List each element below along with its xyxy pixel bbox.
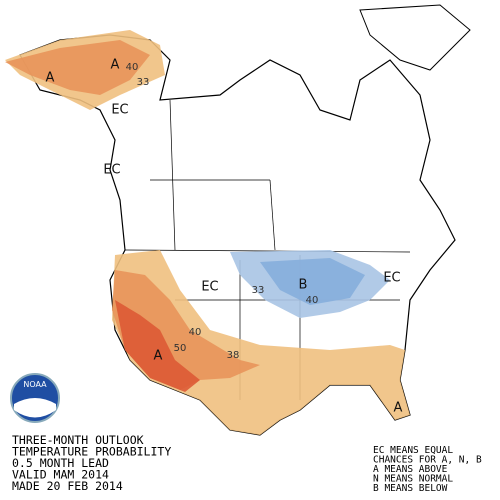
legend-line: N MEANS NORMAL (373, 474, 453, 485)
map-label: A (154, 349, 163, 364)
legend-line: CHANCES FOR A, N, B (373, 455, 482, 466)
border (169, 99, 176, 251)
legend-line: B MEANS BELOW (373, 483, 448, 494)
logo-text: NOAA (23, 380, 47, 389)
greenland (359, 4, 471, 71)
title-line: MADE 20 FEB 2014 (12, 479, 123, 493)
map-label: 38 (227, 350, 240, 361)
map-label: EC (103, 163, 120, 178)
map-label: A (46, 71, 55, 86)
map-label: 40 (189, 327, 202, 338)
logo-gull (14, 398, 56, 418)
map-label: 50 (174, 343, 187, 354)
title-line: VALID MAM 2014 (12, 468, 109, 482)
title-line: THREE-MONTH OUTLOOK (12, 433, 144, 447)
legend-line: EC MEANS EQUAL (373, 445, 453, 456)
border (124, 249, 411, 253)
map-label: EC (201, 280, 218, 295)
noaa-logo: NOAA (10, 373, 60, 423)
title-line: TEMPERATURE PROBABILITY (12, 445, 171, 459)
map-label: EC (111, 103, 128, 118)
map-label: EC (383, 271, 400, 286)
legend-line: A MEANS ABOVE (373, 464, 448, 475)
map-label: A (394, 401, 403, 416)
title-line: 0.5 MONTH LEAD (12, 456, 109, 470)
map-label: 33 (252, 285, 265, 296)
map-label: 33 (137, 77, 150, 88)
below-region-strong (260, 258, 365, 305)
map-label: 40 (306, 295, 319, 306)
map-label: 40 (126, 62, 139, 73)
map-label: A (111, 58, 120, 73)
above-region-strongest (115, 300, 200, 392)
map-label: B (299, 278, 308, 293)
border (269, 179, 276, 251)
above-region-strong (5, 40, 150, 95)
